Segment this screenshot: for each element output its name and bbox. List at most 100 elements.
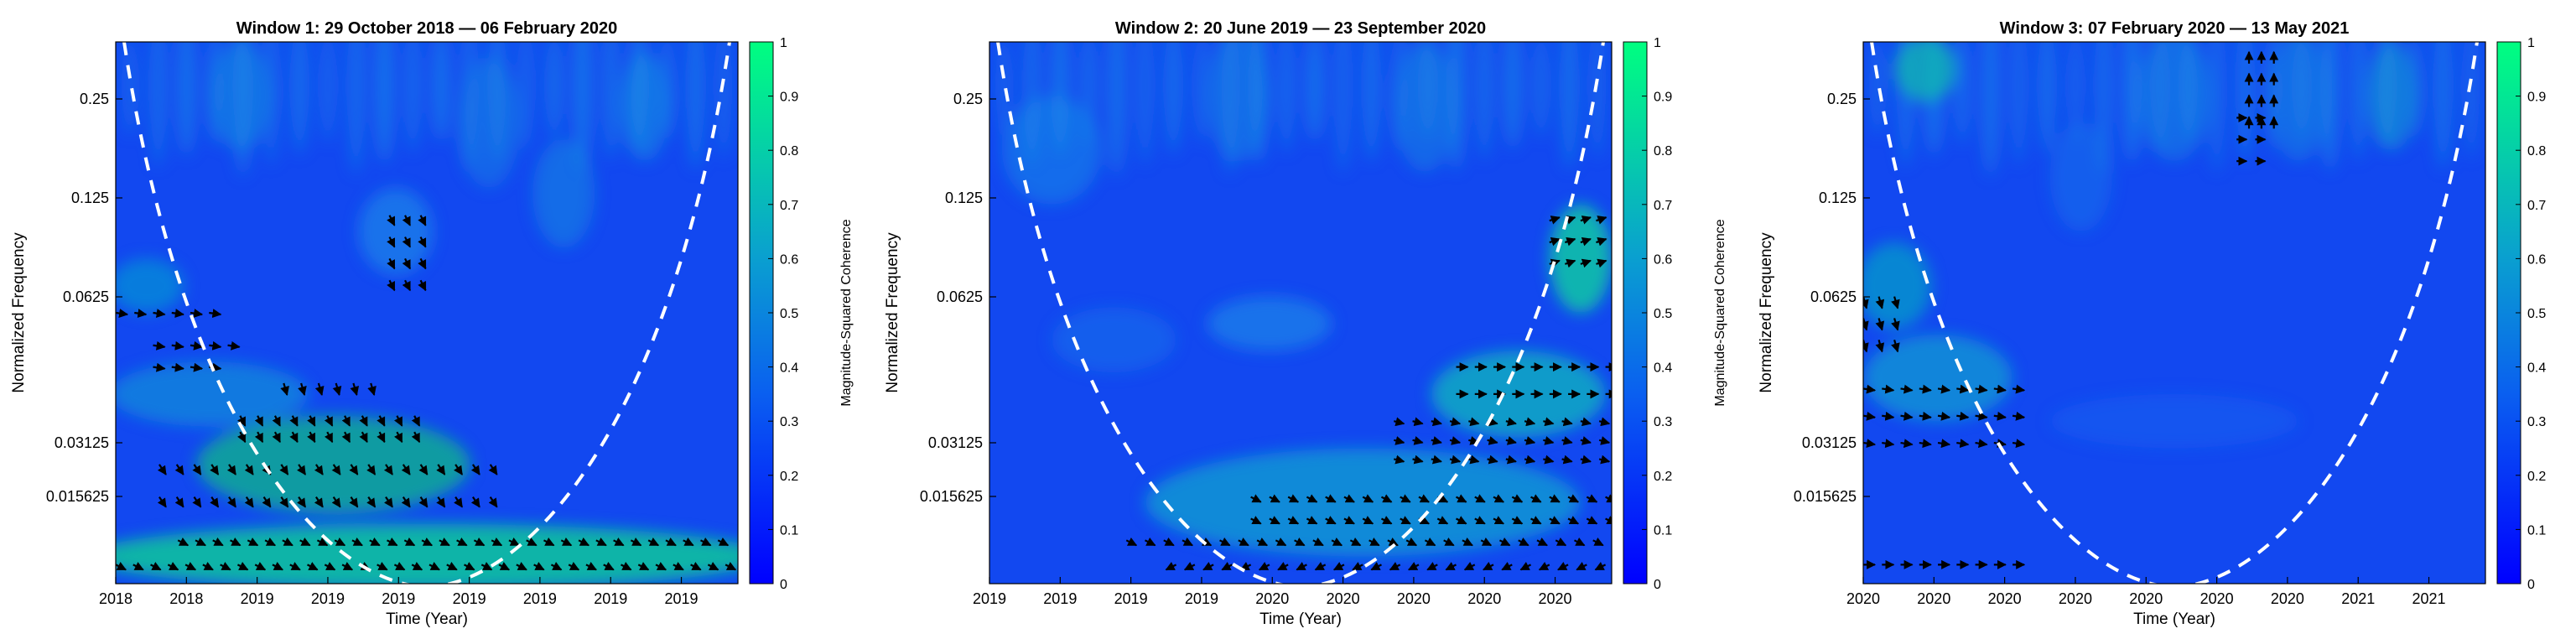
phase-arrow xyxy=(387,279,396,292)
phase-arrow xyxy=(1394,455,1405,465)
phase-arrow xyxy=(1349,537,1362,547)
y-tick-label: 0.125 xyxy=(945,190,983,206)
x-tick-label: 2020 xyxy=(1988,590,2022,607)
colorbar-tick-label: 0.1 xyxy=(1654,523,1672,538)
phase-arrow xyxy=(1400,494,1411,503)
phase-arrow xyxy=(1863,296,1869,309)
phase-arrow xyxy=(1592,537,1604,547)
colorbar-tick-label: 0 xyxy=(780,578,787,592)
phase-arrow xyxy=(387,236,396,248)
phase-arrow xyxy=(456,537,468,547)
phase-arrow xyxy=(1125,537,1138,547)
phase-arrow xyxy=(195,537,206,547)
phase-arrow xyxy=(1863,339,1869,353)
phase-arrow xyxy=(1145,537,1156,547)
colorbar-tick-label: 0.7 xyxy=(2527,199,2546,213)
phase-arrow xyxy=(244,464,254,475)
phase-arrow xyxy=(411,431,421,444)
phase-arrow xyxy=(1580,216,1592,225)
phase-arrow xyxy=(1863,411,1877,421)
y-tick-label: 0.25 xyxy=(80,91,109,107)
colorbar-tick-label: 0.4 xyxy=(1654,361,1672,376)
phase-arrow xyxy=(289,415,299,427)
phase-arrow xyxy=(1424,537,1436,547)
phase-arrow xyxy=(1474,516,1486,525)
phase-arrow xyxy=(1312,537,1324,547)
plot-frame xyxy=(115,41,739,584)
phase-arrow xyxy=(1405,537,1418,547)
phase-arrow xyxy=(418,464,428,475)
phase-arrow xyxy=(307,562,319,571)
phase-arrow xyxy=(157,496,167,508)
phase-arrow xyxy=(1561,436,1573,445)
phase-arrow xyxy=(367,382,377,397)
phase-arrow xyxy=(418,496,428,508)
phase-arrow xyxy=(1314,562,1327,571)
phase-arrow xyxy=(1456,494,1467,503)
phase-arrow xyxy=(401,464,411,475)
phase-arrow xyxy=(377,562,388,571)
x-tick-label: 2019 xyxy=(311,590,345,607)
y-tick-label: 0.03125 xyxy=(928,434,983,451)
phase-arrow xyxy=(1891,318,1900,331)
phase-arrow xyxy=(254,415,264,427)
phase-arrow xyxy=(1387,537,1399,547)
x-tick-label: 2019 xyxy=(1114,590,1148,607)
phase-arrow xyxy=(307,431,316,444)
phase-arrow xyxy=(1505,455,1517,465)
chart-title: Window 3: 07 February 2020 — 13 May 2021 xyxy=(2000,19,2350,38)
phase-arrow xyxy=(324,431,334,444)
chart-panel-3: Window 3: 07 February 2020 — 13 May 2021… xyxy=(1758,19,2546,628)
y-tick-label: 0.125 xyxy=(1819,190,1857,206)
phase-arrow xyxy=(1900,411,1914,421)
phase-arrow xyxy=(699,537,712,547)
colorbar-tick-label: 0.6 xyxy=(780,252,798,267)
colorbar-tick-label: 0.7 xyxy=(780,199,798,213)
phase-arrow xyxy=(184,562,197,571)
phase-arrow xyxy=(585,562,597,571)
phase-arrow xyxy=(157,464,167,475)
phase-arrow xyxy=(237,431,247,444)
phase-arrow xyxy=(279,496,289,508)
phase-arrow xyxy=(1296,562,1307,571)
phase-arrow xyxy=(1202,562,1214,571)
y-tick-label: 0.0625 xyxy=(937,288,983,305)
phase-arrow xyxy=(1565,236,1576,247)
phase-arrow xyxy=(167,562,179,571)
phase-arrow xyxy=(1480,537,1493,547)
phase-arrow xyxy=(254,562,267,571)
colorbar-tick-label: 0.3 xyxy=(2527,415,2546,429)
phase-arrow xyxy=(190,340,204,351)
y-axis-label: Normalized Frequency xyxy=(10,232,28,393)
x-tick-label: 2019 xyxy=(523,590,557,607)
phase-arrow xyxy=(1219,537,1231,547)
x-tick-label: 2018 xyxy=(169,590,203,607)
colorbar-tick-label: 0.1 xyxy=(780,523,798,538)
x-tick-label: 2019 xyxy=(594,590,627,607)
phase-arrows xyxy=(116,215,737,571)
x-tick-label: 2021 xyxy=(2341,590,2375,607)
phase-arrow xyxy=(153,362,166,372)
phase-arrow xyxy=(1483,562,1494,571)
phase-arrow xyxy=(411,562,423,571)
phase-arrow xyxy=(1400,516,1411,525)
x-tick-label: 2019 xyxy=(453,590,486,607)
phase-arrow xyxy=(1598,455,1611,465)
phase-arrow xyxy=(202,562,214,571)
phase-arrow xyxy=(1258,562,1270,571)
phase-arrow xyxy=(341,415,351,427)
phase-arrow xyxy=(1449,417,1462,427)
phase-arrows xyxy=(1863,50,2279,569)
y-axis-label: Normalized Frequency xyxy=(884,232,901,393)
phase-arrow xyxy=(1362,516,1374,525)
phase-arrow xyxy=(220,562,231,571)
phase-arrow xyxy=(1937,384,1951,394)
colorbar-tick-label: 0.2 xyxy=(1654,470,1672,484)
phase-arrow xyxy=(1565,258,1576,268)
phase-arrow xyxy=(470,464,480,475)
y-tick-label: 0.015625 xyxy=(46,488,109,505)
phase-arrow xyxy=(491,537,503,547)
phase-arrow xyxy=(1182,537,1194,547)
phase-arrow xyxy=(1891,339,1900,353)
colorbar-tick-label: 0.3 xyxy=(1654,415,1672,429)
